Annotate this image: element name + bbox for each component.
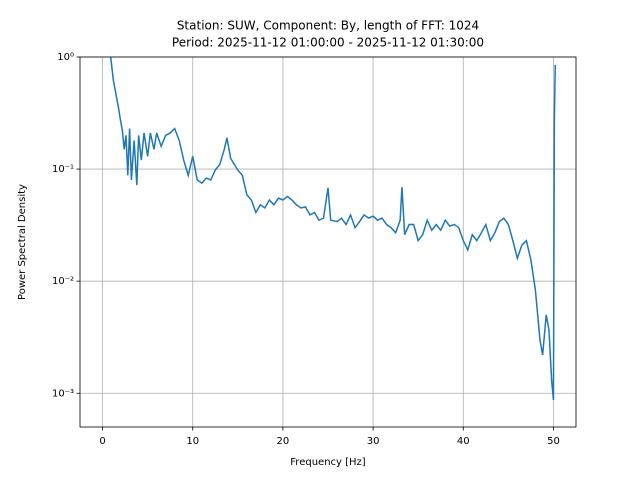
y-tick-label: 10⁻³ <box>52 388 74 399</box>
plot-frame <box>79 56 577 428</box>
chart-subtitle: Period: 2025-11-12 01:00:00 - 2025-11-12… <box>172 36 484 50</box>
y-tick-label: 10⁻¹ <box>52 164 74 175</box>
y-tick-label: 10⁻² <box>52 276 74 287</box>
y-axis-label: Power Spectral Density <box>17 184 28 300</box>
data-line <box>109 57 557 401</box>
x-tick-label: 40 <box>457 436 470 447</box>
x-tick-label: 0 <box>99 436 105 447</box>
x-axis-label: Frequency [Hz] <box>290 457 366 468</box>
x-tick-label: 10 <box>186 436 199 447</box>
x-tick-label: 30 <box>367 436 380 447</box>
x-tick-label: 20 <box>277 436 290 447</box>
x-tick-label: 50 <box>547 436 560 447</box>
chart-title: Station: SUW, Component: By, length of F… <box>177 19 479 33</box>
y-tick-label: 10⁰ <box>57 52 74 63</box>
